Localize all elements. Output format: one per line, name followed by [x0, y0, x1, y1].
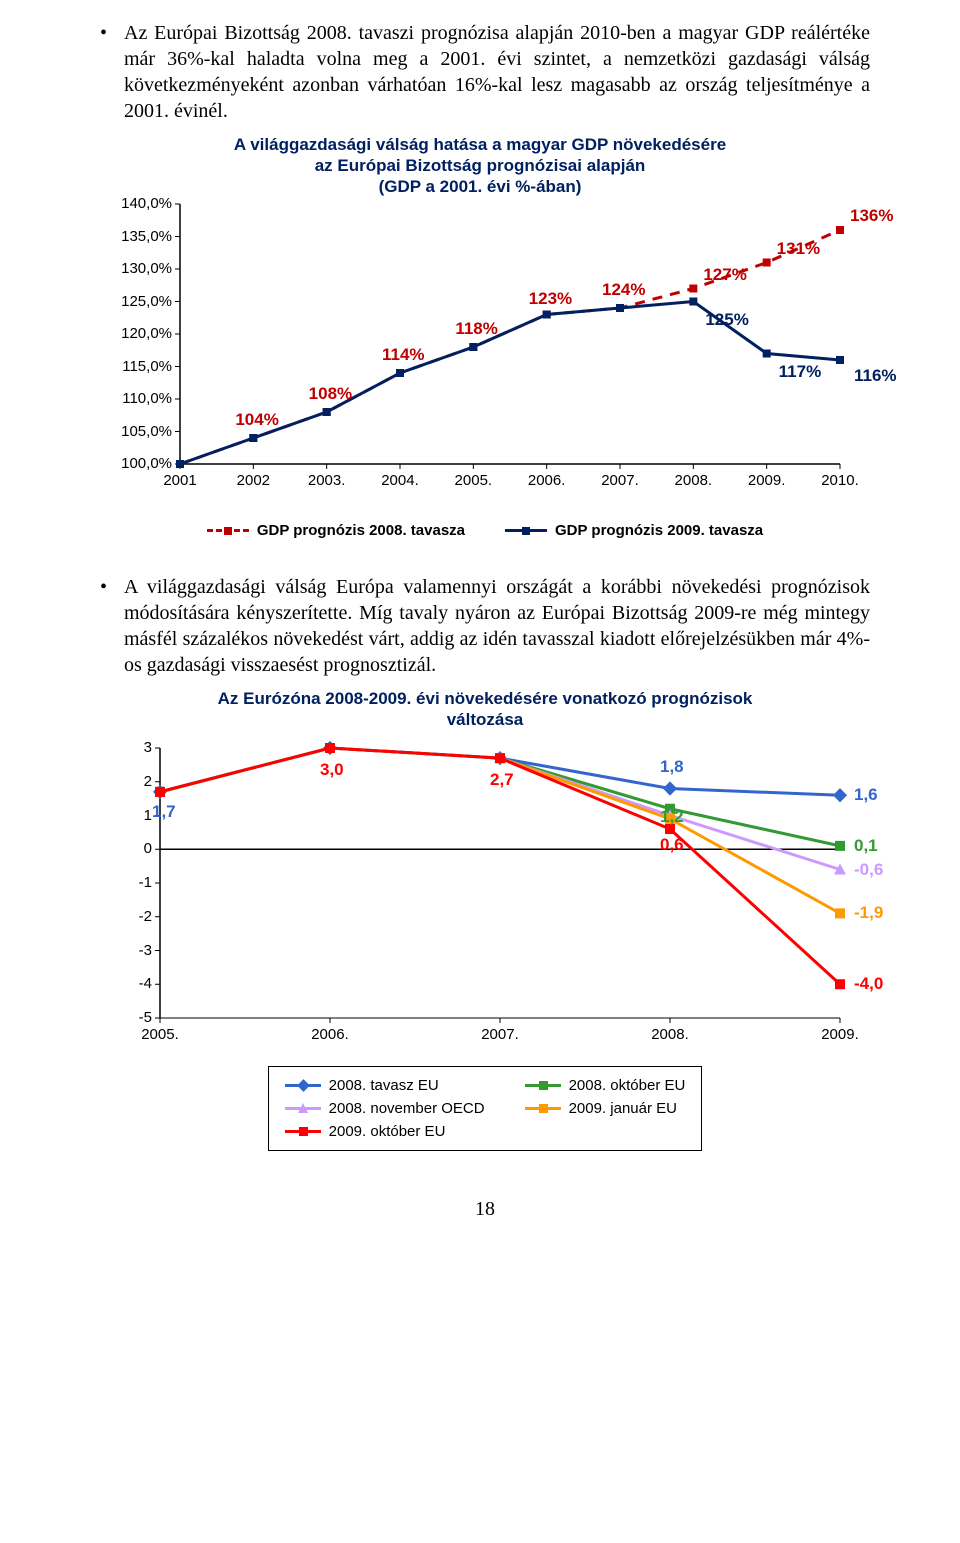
chart1-data-label: 131% — [777, 239, 820, 259]
bullet-icon: • — [100, 20, 124, 46]
chart1-data-label: 118% — [455, 319, 498, 339]
chart1-data-label: 127% — [703, 265, 746, 285]
chart2-legend-item: 2008. november OECD — [285, 1100, 485, 1117]
chart1-legend-b: GDP prognózis 2009. tavasza — [505, 522, 763, 539]
chart2-legend-item: 2009. január EU — [525, 1100, 686, 1117]
bullet-icon: • — [100, 574, 124, 600]
chart2-legend-item: 2009. október EU — [285, 1123, 485, 1140]
chart2-data-label: 1,2 — [660, 807, 684, 827]
paragraph-2-text: A világgazdasági válság Európa valamenny… — [124, 574, 870, 678]
chart1-ytick: 135,0% — [100, 228, 172, 245]
chart1-data-label: 104% — [235, 410, 278, 430]
chart2-data-label: 1,7 — [152, 802, 176, 822]
chart2-data-label: -4,0 — [854, 974, 883, 994]
chart2-ytick: 2 — [100, 773, 152, 790]
chart1-ytick: 115,0% — [100, 358, 172, 375]
paragraph-1: • Az Európai Bizottság 2008. tavaszi pro… — [100, 20, 870, 124]
chart1-ytick: 105,0% — [100, 423, 172, 440]
chart2-ytick: -4 — [100, 975, 152, 992]
paragraph-2: • A világgazdasági válság Európa valamen… — [100, 574, 870, 678]
chart1-xtick: 2002 — [223, 472, 283, 489]
chart2-ytick: -2 — [100, 908, 152, 925]
chart1-xtick: 2005. — [443, 472, 503, 489]
paragraph-1-text: Az Európai Bizottság 2008. tavaszi progn… — [124, 20, 870, 124]
chart2-legend-item: 2008. október EU — [525, 1077, 686, 1094]
chart2-data-label: -1,9 — [854, 903, 883, 923]
chart1-data-label: 114% — [382, 345, 425, 365]
chart1-legend-a: GDP prognózis 2008. tavasza — [207, 522, 465, 539]
chart2-xtick: 2006. — [300, 1026, 360, 1043]
chart2-legend-item: 2008. tavasz EU — [285, 1077, 485, 1094]
chart2-ytick: -5 — [100, 1009, 152, 1026]
chart2-data-label: 0,1 — [854, 836, 878, 856]
chart1-ytick: 100,0% — [100, 455, 172, 472]
chart1-data-label: 125% — [705, 310, 748, 330]
gdp-chart: A világgazdasági válság hatása a magyar … — [100, 134, 870, 554]
chart1-data-label: 136% — [850, 206, 893, 226]
chart2-data-label: 1,8 — [660, 757, 684, 777]
chart2-xtick: 2005. — [130, 1026, 190, 1043]
chart2-data-label: 2,7 — [490, 770, 514, 790]
chart1-xtick: 2006. — [517, 472, 577, 489]
chart1-ytick: 130,0% — [100, 260, 172, 277]
chart1-xtick: 2009. — [737, 472, 797, 489]
chart2-data-label: -0,6 — [854, 860, 883, 880]
chart2-data-label: 3,0 — [320, 760, 344, 780]
chart1-xtick: 2008. — [663, 472, 723, 489]
chart1-xtick: 2001 — [150, 472, 210, 489]
chart2-svg — [100, 688, 870, 1048]
chart2-ytick: -1 — [100, 874, 152, 891]
chart2-data-label: 0,6 — [660, 835, 684, 855]
chart2-xtick: 2007. — [470, 1026, 530, 1043]
chart2-ytick: 3 — [100, 739, 152, 756]
chart2-legend-box: 2008. tavasz EU 2008. október EU 2008. nov… — [268, 1066, 703, 1151]
chart1-ytick: 140,0% — [100, 195, 172, 212]
chart1-data-label: 116% — [854, 366, 897, 386]
chart1-ytick: 120,0% — [100, 325, 172, 342]
chart2-ytick: -3 — [100, 942, 152, 959]
chart2-xtick: 2008. — [640, 1026, 700, 1043]
chart1-ytick: 125,0% — [100, 293, 172, 310]
chart1-xtick: 2003. — [297, 472, 357, 489]
chart1-ytick: 110,0% — [100, 390, 172, 407]
chart1-xtick: 2004. — [370, 472, 430, 489]
chart1-data-label: 123% — [529, 289, 572, 309]
chart1-data-label: 124% — [602, 280, 645, 300]
chart1-xtick: 2010. — [810, 472, 870, 489]
chart1-data-label: 108% — [309, 384, 352, 404]
chart2-ytick: 1 — [100, 807, 152, 824]
euro-chart: Az Eurózóna 2008-2009. évi növekedésére … — [100, 688, 870, 1158]
page-number: 18 — [100, 1198, 870, 1221]
chart1-xtick: 2007. — [590, 472, 650, 489]
chart1-data-label: 117% — [779, 362, 822, 382]
chart2-ytick: 0 — [100, 840, 152, 857]
chart2-xtick: 2009. — [810, 1026, 870, 1043]
chart2-data-label: 1,6 — [854, 785, 878, 805]
